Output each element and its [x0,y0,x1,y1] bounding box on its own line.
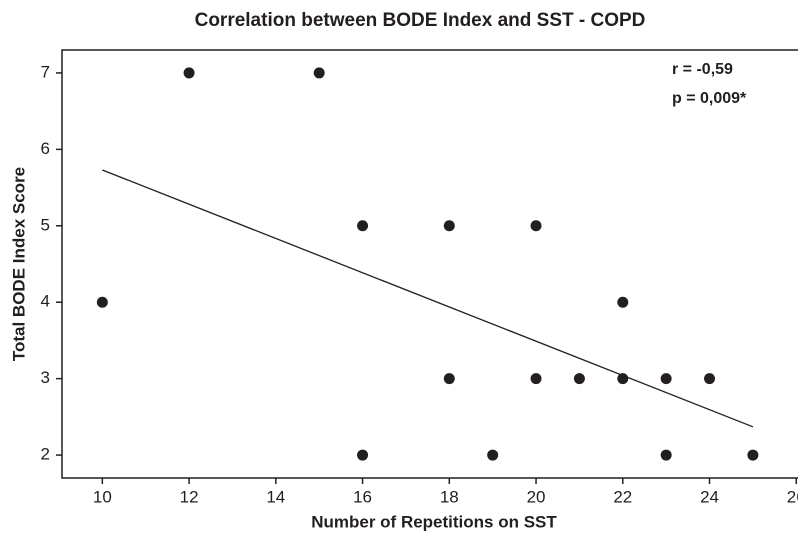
point [660,449,672,461]
x-tick-label: 24 [700,487,719,506]
y-tick-label: 4 [41,292,50,311]
point [357,220,369,232]
x-tick-label: 10 [93,487,112,506]
point [617,296,629,308]
point [443,373,455,385]
fit-line [102,169,754,428]
y-tick-label: 6 [41,139,50,158]
point [573,373,585,385]
x-tick-label: 12 [180,487,199,506]
point [660,373,672,385]
x-tick-label: 20 [527,487,546,506]
x-tick-label: 18 [440,487,459,506]
point [617,373,629,385]
x-tick-label: 26 [787,487,798,506]
plot-frame [61,49,798,479]
point [357,449,369,461]
y-tick-label: 2 [41,445,50,464]
x-axis-label: Number of Repetitions on SST [311,512,557,531]
point [530,373,542,385]
annotation: r = -0,59 [672,61,733,78]
point [96,296,108,308]
chart-title: Correlation between BODE Index and SST -… [195,10,646,31]
y-tick-label: 3 [41,368,50,387]
x-tick-label: 14 [266,487,285,506]
point [530,220,542,232]
point [704,373,716,385]
point [183,67,195,79]
x-tick-label: 16 [353,487,372,506]
y-tick-label: 5 [41,215,50,234]
point [487,449,499,461]
y-axis-label: Total BODE Index Score [9,167,28,361]
annotation: p = 0,009* [672,90,747,107]
x-tick-label: 22 [613,487,632,506]
point [443,220,455,232]
point [313,67,325,79]
point [747,449,759,461]
y-tick-label: 7 [41,62,50,81]
